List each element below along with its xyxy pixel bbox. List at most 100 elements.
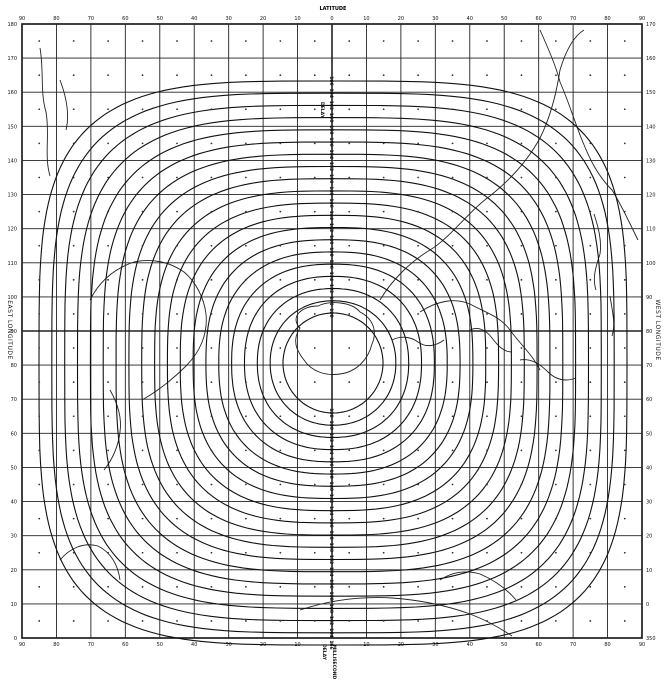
contour-label-top: 140 <box>328 235 334 244</box>
grid-dot <box>72 40 75 42</box>
bottom-tick-label: 60 <box>535 642 541 648</box>
right-tick-label: 60 <box>646 397 652 403</box>
grid-dot <box>279 551 282 554</box>
bottom-tick-label: 50 <box>501 642 507 648</box>
contour-label-bottom: 150 <box>328 543 334 552</box>
grid-dot <box>38 381 41 384</box>
grid-dot <box>38 347 41 349</box>
grid-dot <box>107 40 110 42</box>
grid-dot <box>451 108 454 111</box>
delay-contour <box>51 92 615 634</box>
grid-dot <box>382 585 385 588</box>
bottom-tick-label: 30 <box>432 642 438 648</box>
grid-dot <box>486 244 488 247</box>
grid-dot <box>244 74 247 77</box>
right-tick-label: 110 <box>646 227 656 233</box>
contour-label-bottom: 136 <box>328 457 334 466</box>
right-tick-label: 50 <box>646 431 652 437</box>
coastline-segment <box>419 300 541 371</box>
grid-dot <box>623 244 626 247</box>
delay-contour <box>269 300 397 426</box>
grid-dot <box>244 449 247 452</box>
grid-dot <box>141 244 144 247</box>
grid-dot <box>176 551 178 554</box>
bottom-tick-label: 80 <box>604 642 610 648</box>
contour-label-bottom: 128 <box>328 408 334 417</box>
grid-dot <box>210 551 213 554</box>
grid-dot <box>382 449 385 452</box>
grid-dot <box>451 585 454 588</box>
top-tick-label: 50 <box>157 16 163 22</box>
grid-dot <box>520 176 523 179</box>
left-tick-label: 80 <box>11 363 17 369</box>
grid-dot <box>38 415 41 418</box>
contour-label-bottom: 154 <box>328 567 334 576</box>
grid-dot <box>313 142 316 145</box>
bottom-tick-label: 50 <box>157 642 163 648</box>
grid-dot <box>554 142 557 145</box>
grid-dot <box>141 381 144 384</box>
grid-dot <box>520 108 523 111</box>
grid-dot <box>244 278 247 281</box>
coastline-segment <box>39 47 51 177</box>
grid-dot <box>279 347 282 349</box>
west-longitude-label: WEST LONGITUDE <box>654 299 661 360</box>
grid-dot <box>417 313 420 315</box>
grid-dot <box>141 278 144 281</box>
grid-dot <box>486 551 488 554</box>
grid-dot <box>210 244 213 247</box>
grid-dot <box>486 176 488 179</box>
bottom-tick-label: 90 <box>19 642 25 648</box>
grid-dot <box>176 483 178 486</box>
grid-dot <box>141 551 144 554</box>
top-tick-label: 90 <box>639 16 645 22</box>
contour-label-top: 128 <box>328 308 334 317</box>
left-tick-label: 100 <box>7 295 17 301</box>
grid-dot <box>451 415 454 418</box>
bottom-tick-label: 40 <box>191 642 197 648</box>
grid-dot <box>107 244 110 247</box>
grid-dot <box>38 517 41 520</box>
delay-contour <box>141 178 525 548</box>
grid-dot <box>623 415 626 418</box>
bottom-tick-label: 40 <box>467 642 473 648</box>
grid-dot <box>417 620 420 622</box>
right-tick-label: 160 <box>646 56 656 62</box>
grid-dot <box>141 74 144 77</box>
grid-dot <box>382 278 385 281</box>
grid-dot <box>382 483 385 486</box>
grid-dot <box>417 551 420 554</box>
contour-label-top: 134 <box>328 272 334 281</box>
grid-dot <box>244 40 247 42</box>
grid-dot <box>244 551 247 554</box>
grid-dot <box>244 176 247 179</box>
grid-dot <box>176 74 178 77</box>
coastline-segment <box>379 29 585 301</box>
grid-dot <box>623 585 626 588</box>
grid-dot <box>623 483 626 486</box>
grid-dot <box>554 244 557 247</box>
top-tick-label: 80 <box>604 16 610 22</box>
grid-dot <box>486 620 488 622</box>
grid-dot <box>279 40 282 42</box>
contour-label-top: 166 <box>328 76 334 85</box>
grid-dot <box>38 108 41 111</box>
grid-dots <box>38 40 626 622</box>
top-tick-label: 10 <box>363 16 369 22</box>
grid-dot <box>623 449 626 452</box>
contour-label-bottom: 144 <box>328 506 334 515</box>
grid-dot <box>520 483 523 486</box>
grid-dot <box>348 313 351 315</box>
right-tick-label: 10 <box>646 568 652 574</box>
bottom-tick-label: 30 <box>225 642 231 648</box>
grid-dot <box>623 551 626 554</box>
grid-dot <box>72 74 75 77</box>
grid-dot <box>451 210 454 213</box>
grid-dot <box>589 415 592 418</box>
grid-dot <box>486 313 488 315</box>
grid-dot <box>554 551 557 554</box>
grid-dot <box>279 483 282 486</box>
grid-dot <box>348 347 351 349</box>
grid-dot <box>38 483 41 486</box>
grid-dot <box>313 415 316 418</box>
